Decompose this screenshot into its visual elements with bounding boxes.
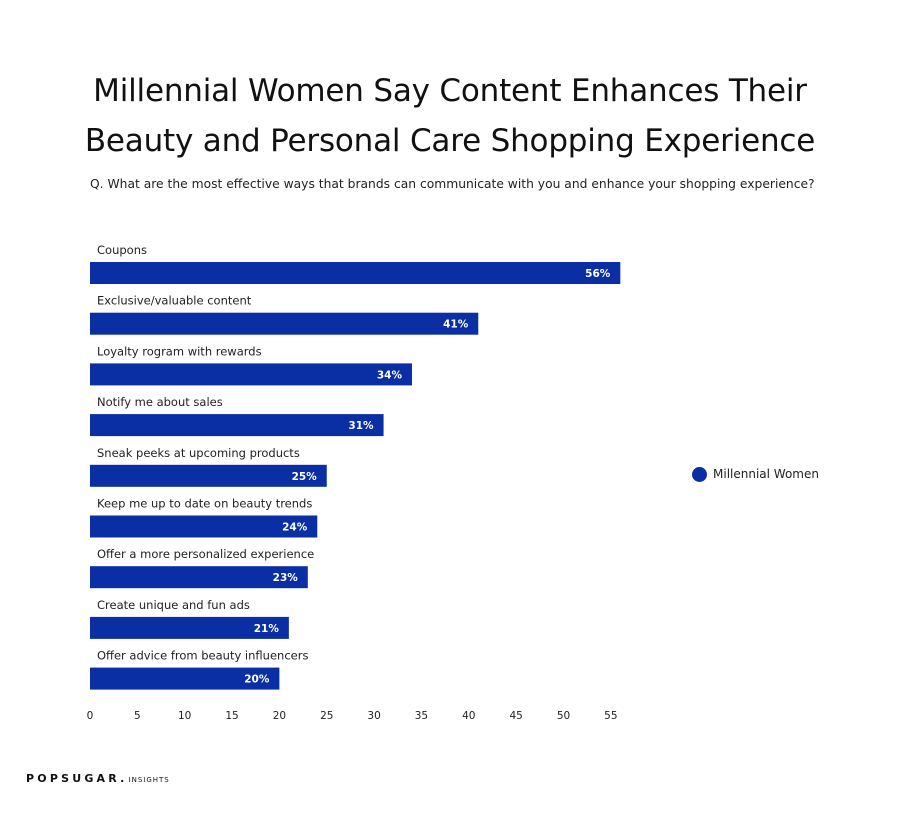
bar — [90, 262, 621, 284]
x-tick-label: 20 — [273, 710, 286, 722]
bar — [90, 566, 308, 589]
chart-legend: Millennial Women — [692, 466, 819, 482]
category-label: Sneak peeks at upcoming products — [97, 446, 300, 460]
category-label: Coupons — [97, 243, 147, 257]
x-tick-label: 10 — [178, 710, 191, 722]
bar — [90, 363, 412, 386]
x-tick-label: 50 — [557, 710, 570, 722]
legend-swatch — [692, 466, 707, 482]
category-label: Offer a more personalized experience — [97, 547, 314, 561]
data-label: 23% — [273, 572, 299, 584]
data-label: 41% — [443, 319, 469, 331]
bar — [90, 464, 327, 487]
bar — [90, 667, 280, 690]
x-tick-label: 30 — [367, 710, 380, 722]
data-label: 25% — [292, 471, 318, 483]
brand-logo: POPSUGAR. INSIGHTS — [26, 772, 170, 788]
data-label: 31% — [348, 420, 374, 432]
bar — [90, 616, 289, 639]
x-tick-label: 15 — [225, 710, 238, 722]
category-label: Keep me up to date on beauty trends — [97, 497, 312, 511]
data-label: 21% — [254, 623, 280, 635]
x-tick-label: 0 — [87, 710, 94, 722]
x-tick-label: 45 — [509, 710, 522, 722]
x-tick-label: 40 — [462, 710, 475, 722]
chart-title-line-1: Millennial Women Say Content Enhances Th… — [93, 73, 807, 109]
bar — [90, 515, 318, 538]
category-label: Exclusive/valuable content — [97, 294, 252, 308]
category-label: Notify me about sales — [97, 395, 223, 409]
data-label: 56% — [585, 268, 611, 280]
chart-title-line-2: Beauty and Personal Care Shopping Experi… — [84, 123, 816, 159]
x-tick-label: 25 — [320, 710, 333, 722]
bar — [90, 414, 384, 437]
x-tick-label: 5 — [134, 710, 141, 722]
category-label: Offer advice from beauty influencers — [97, 649, 308, 663]
data-label: 24% — [282, 522, 308, 534]
bar — [90, 312, 479, 335]
legend-label: Millennial Women — [713, 467, 819, 481]
brand-suffix: INSIGHTS — [128, 776, 170, 784]
brand-name: POPSUGAR. — [26, 772, 128, 785]
x-tick-label: 55 — [604, 710, 617, 722]
category-label: Loyalty rogram with rewards — [97, 344, 262, 358]
data-label: 34% — [377, 369, 403, 381]
x-tick-label: 35 — [415, 710, 428, 722]
category-label: Create unique and fun ads — [97, 598, 250, 612]
data-label: 20% — [244, 674, 270, 686]
chart-title: Millennial Women Say Content Enhances Th… — [0, 66, 900, 166]
chart-subtitle: Q. What are the most effective ways that… — [90, 177, 815, 191]
